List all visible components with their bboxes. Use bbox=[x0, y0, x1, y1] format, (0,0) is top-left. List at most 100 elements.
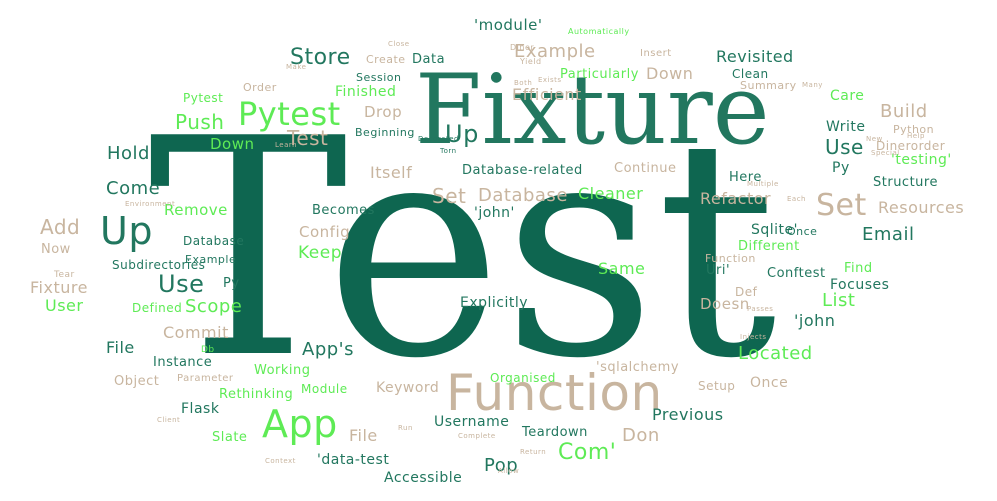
word-each: Each bbox=[787, 195, 806, 203]
word-same: Same bbox=[598, 259, 646, 278]
word-find: Find bbox=[844, 261, 873, 276]
word-down: Down bbox=[646, 64, 694, 83]
word-itself: Itself bbox=[370, 163, 413, 182]
word-new: New bbox=[866, 135, 883, 143]
word-test-2: Test bbox=[287, 126, 329, 150]
word-keep: Keep bbox=[298, 243, 343, 263]
word-py-2: Py bbox=[223, 276, 240, 291]
word-fixture: Fixture bbox=[415, 54, 770, 166]
word-help: Help bbox=[907, 132, 925, 140]
word-focuses: Focuses bbox=[830, 277, 890, 293]
word-both: Both bbox=[514, 79, 533, 87]
word-client: Client bbox=[157, 416, 181, 424]
word-dinerorder: Dinerorder bbox=[876, 139, 946, 153]
word-remove: Remove bbox=[164, 201, 228, 219]
word-order: Order bbox=[243, 81, 277, 94]
word-testing: 'testing' bbox=[891, 152, 952, 168]
word-username: Username bbox=[434, 414, 510, 430]
word-revisited: Revisited bbox=[716, 47, 794, 66]
word-insert: Insert bbox=[640, 48, 672, 59]
word-working: Working bbox=[254, 363, 311, 378]
word-complete: Complete bbox=[458, 432, 496, 440]
word-decorated: Decorated bbox=[418, 135, 459, 143]
word-set: Set bbox=[816, 188, 867, 223]
word-organised: Organised bbox=[490, 371, 556, 385]
word-down-2: Down bbox=[210, 135, 255, 153]
word-context: Context bbox=[265, 457, 296, 465]
word-pop: Pop bbox=[484, 455, 519, 476]
word-yield: Yield bbox=[520, 57, 542, 66]
word-now: Now bbox=[41, 242, 71, 257]
word-data-test: 'data-test bbox=[317, 452, 390, 468]
word-database-2: Database bbox=[183, 234, 245, 248]
word-instance: Instance bbox=[153, 355, 213, 370]
word-hold: Hold bbox=[107, 143, 150, 164]
word-module: 'module' bbox=[474, 16, 543, 34]
word-particularly: Particularly bbox=[560, 67, 639, 82]
word-becomes: Becomes bbox=[312, 203, 375, 218]
word-python: Python bbox=[893, 123, 935, 136]
word-resources: Resources bbox=[878, 198, 965, 217]
word-database-related: Database-related bbox=[462, 163, 583, 178]
word-return: Return bbox=[520, 448, 547, 456]
word-summary: Summary bbox=[740, 79, 797, 92]
word-located: Located bbox=[738, 343, 813, 364]
word-write: Write bbox=[826, 119, 866, 135]
word-py: Py bbox=[832, 160, 850, 176]
word-up: Up bbox=[100, 209, 153, 253]
word-efficient: Efficient bbox=[512, 85, 582, 104]
word-make: Make bbox=[286, 63, 307, 71]
word-file: File bbox=[106, 338, 135, 357]
word-keyword: Keyword bbox=[376, 380, 440, 396]
word-config: Config bbox=[299, 223, 351, 241]
word-def: Def bbox=[735, 285, 758, 299]
word-parameter: Parameter bbox=[177, 373, 234, 384]
word-set-2: Set bbox=[432, 184, 467, 208]
word-object: Object bbox=[114, 374, 160, 389]
word-allow: Allow bbox=[498, 467, 520, 475]
word-function-2: Function bbox=[705, 252, 756, 265]
word-create: Create bbox=[366, 53, 406, 66]
word-explicitly: Explicitly bbox=[460, 295, 529, 311]
word-store: Store bbox=[290, 45, 351, 70]
word-finished: Finished bbox=[335, 84, 397, 100]
word-slate: Slate bbox=[212, 430, 248, 445]
word-automatically: Automatically bbox=[568, 27, 630, 36]
word-john: 'john bbox=[794, 311, 836, 330]
word-passes: Passes bbox=[747, 305, 774, 313]
word-diner: Diner bbox=[510, 43, 535, 52]
word-beginning: Beginning bbox=[355, 126, 415, 139]
word-doesn: Doesn bbox=[700, 295, 750, 313]
word-care: Care bbox=[830, 88, 865, 104]
word-db: Db bbox=[201, 345, 215, 355]
word-flask: Flask bbox=[181, 401, 220, 417]
word-pytest: Pytest bbox=[238, 95, 341, 133]
word-test: Test bbox=[148, 75, 777, 424]
word-clean: Clean bbox=[732, 67, 769, 81]
word-exists: Exists bbox=[538, 76, 562, 84]
word-many: Many bbox=[802, 81, 823, 89]
word-fixture-2: Fixture bbox=[30, 278, 88, 297]
word-rethinking: Rethinking bbox=[219, 387, 294, 402]
word-continue: Continue bbox=[614, 161, 677, 176]
word-environment: Environment bbox=[125, 200, 176, 208]
word-accessible: Accessible bbox=[384, 470, 463, 486]
word-subdirectories: Subdirectories bbox=[112, 258, 206, 272]
word-cleaner: Cleaner bbox=[578, 184, 644, 203]
word-user: User bbox=[45, 296, 84, 315]
word-database: Database bbox=[478, 185, 568, 206]
word-close: Close bbox=[388, 40, 410, 48]
word-setup: Setup bbox=[698, 379, 736, 393]
word-special: Special bbox=[871, 149, 900, 157]
word-injects: Injects bbox=[740, 333, 767, 341]
word-module-2: Module bbox=[301, 382, 348, 396]
word-once-2: Once bbox=[750, 375, 789, 391]
word-learn: Learn bbox=[275, 141, 298, 149]
word-drop: Drop bbox=[364, 103, 403, 121]
word-app-s: App's bbox=[302, 339, 354, 360]
word-scope: Scope bbox=[185, 296, 243, 317]
word-run: Run bbox=[398, 424, 413, 432]
word-here: Here bbox=[729, 170, 762, 185]
word-file-2: File bbox=[349, 426, 378, 445]
